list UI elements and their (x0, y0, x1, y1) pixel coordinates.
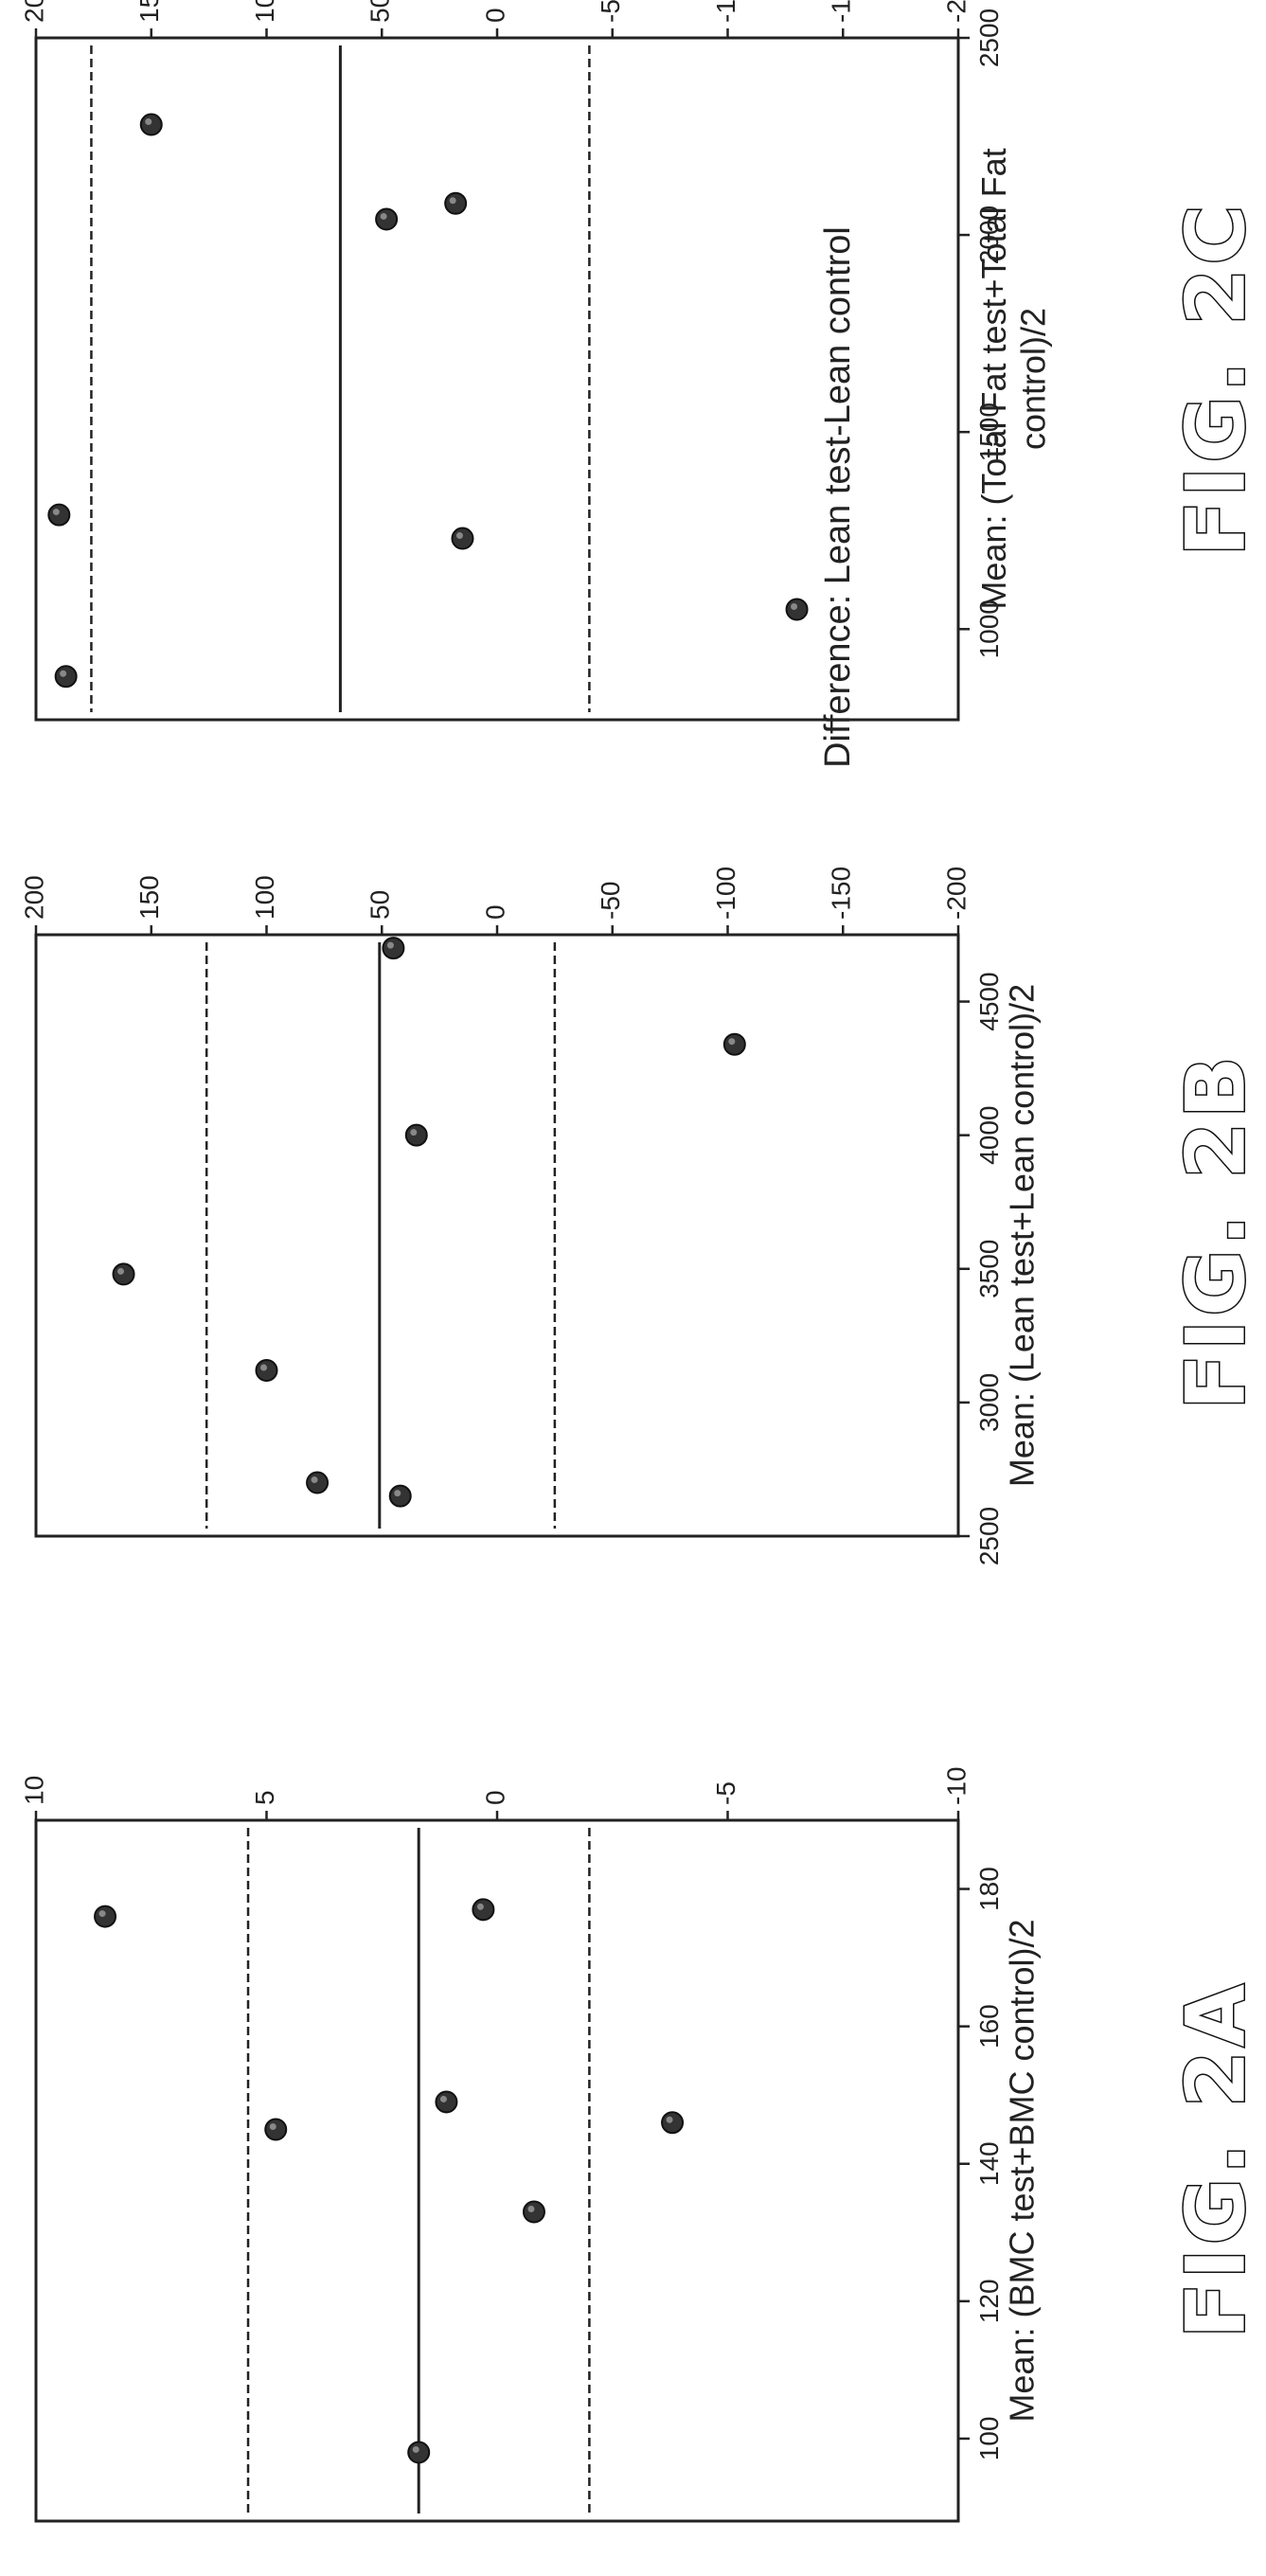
data-point-highlight (527, 2206, 535, 2213)
data-point-highlight (410, 1129, 418, 1136)
data-point (47, 503, 71, 527)
data-point-highlight (439, 2095, 447, 2102)
y-tick-label: 0 (480, 1790, 509, 1805)
y-tick-label: -50 (596, 0, 625, 23)
plot-frame (34, 1818, 960, 2523)
data-point-highlight (449, 197, 456, 205)
x-tick-label: 4000 (974, 1106, 1004, 1165)
data-point-highlight (728, 1038, 736, 1046)
y-tick-label: 0 (480, 8, 509, 23)
data-point (785, 598, 809, 621)
data-point-highlight (386, 941, 394, 949)
y-tick-label: -150 (827, 867, 856, 920)
chart-panel-2c: 200 150 100 50 0 -50 -100 -150 -200 1000 1500 2000 2… (19, 0, 1265, 722)
data-point-highlight (311, 1476, 318, 1484)
data-point (451, 527, 474, 550)
x-tick-label: 3500 (974, 1240, 1004, 1298)
y-tick-label: 0 (480, 904, 509, 920)
x-axis-label: Mean: (Total Fat test+Total Fatcontrol)/… (974, 148, 1052, 609)
y-tick-label: 100 (250, 0, 279, 23)
y-tick-label: 150 (134, 875, 164, 920)
x-axis-label: Mean: (BMC test+BMC control)/2 (1003, 1919, 1042, 2422)
x-axis-label-line: control)/2 (1014, 308, 1053, 450)
data-point-highlight (145, 118, 152, 126)
x-tick-label: 2000 (974, 206, 1004, 264)
plot-frame (34, 933, 960, 1538)
x-axis-label-line: Mean: (Total Fat test+Total Fat (974, 148, 1013, 609)
x-tick-label: 180 (974, 1867, 1004, 1911)
data-point-highlight (791, 602, 798, 610)
data-point (306, 1471, 330, 1494)
y-tick-label: -200 (941, 0, 971, 23)
x-tick-label: 4500 (974, 972, 1004, 1030)
data-point-highlight (394, 1490, 401, 1497)
y-tick-label: -200 (941, 867, 971, 920)
x-tick-label: 120 (974, 2279, 1004, 2323)
data-point-highlight (455, 532, 463, 540)
x-tick-label: 160 (974, 2004, 1004, 2048)
y-tick-label: 200 (19, 0, 48, 23)
y-tick-label: 150 (134, 0, 164, 23)
chart-panel-2b: 200 150 100 50 0 -50 -100 -150 -200 2500 3000 3500 4… (19, 226, 1265, 1565)
figure-label: FIG. 2A (1168, 1980, 1263, 2338)
data-point (404, 1123, 428, 1147)
data-point-highlight (666, 2116, 673, 2123)
y-tick-label: 50 (366, 0, 395, 23)
data-point-highlight (98, 1910, 106, 1918)
x-tick-label: 3000 (974, 1373, 1004, 1432)
data-point (54, 665, 78, 689)
data-point (444, 191, 468, 215)
data-point-highlight (117, 1267, 125, 1275)
data-point (388, 1484, 412, 1508)
y-tick-label: -100 (711, 0, 740, 23)
x-axis-label: Mean: (Lean test+Lean control)/2 (1003, 984, 1042, 1487)
data-point (375, 207, 399, 231)
y-tick-label: 200 (19, 875, 48, 920)
data-point-highlight (269, 2122, 276, 2130)
data-point-highlight (60, 670, 67, 677)
data-point-highlight (380, 212, 387, 220)
data-point (722, 1032, 746, 1056)
data-point-highlight (412, 2445, 419, 2453)
data-point (472, 1898, 495, 1922)
data-point (522, 2200, 545, 2224)
x-tick-label: 1500 (974, 402, 1004, 461)
figure-label: FIG. 2B (1168, 1052, 1263, 1409)
y-tick-label: 50 (366, 890, 395, 920)
data-point (112, 1262, 135, 1286)
data-point-highlight (52, 509, 60, 516)
y-tick-label: 10 (19, 1776, 48, 1805)
y-tick-label: 5 (250, 1790, 279, 1805)
x-tick-label: 140 (974, 2141, 1004, 2186)
y-tick-label: -50 (596, 882, 625, 920)
data-point (407, 2441, 431, 2464)
figure-label: FIG. 2C (1168, 202, 1263, 557)
x-tick-label: 1000 (974, 599, 1004, 658)
data-point (139, 113, 163, 136)
data-point (255, 1359, 278, 1383)
y-axis-label: Difference: Lean test-Lean control (818, 226, 858, 768)
y-tick-label: -10 (941, 1767, 971, 1805)
data-point-highlight (476, 1903, 484, 1910)
x-tick-label: 2500 (974, 1507, 1004, 1565)
data-point (264, 2118, 288, 2141)
data-point (382, 937, 405, 960)
data-point (435, 2090, 458, 2114)
y-tick-label: -100 (711, 867, 740, 920)
y-tick-label: 100 (250, 875, 279, 920)
data-point-highlight (260, 1364, 267, 1371)
y-tick-label: -150 (827, 0, 856, 23)
x-tick-label: 100 (974, 2417, 1004, 2461)
y-tick-label: -5 (711, 1781, 740, 1805)
x-tick-label: 2500 (974, 9, 1004, 67)
data-point (94, 1905, 117, 1928)
data-point (661, 2111, 685, 2135)
